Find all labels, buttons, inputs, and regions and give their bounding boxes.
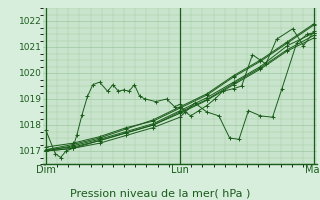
- Text: Pression niveau de la mer( hPa ): Pression niveau de la mer( hPa ): [70, 188, 250, 198]
